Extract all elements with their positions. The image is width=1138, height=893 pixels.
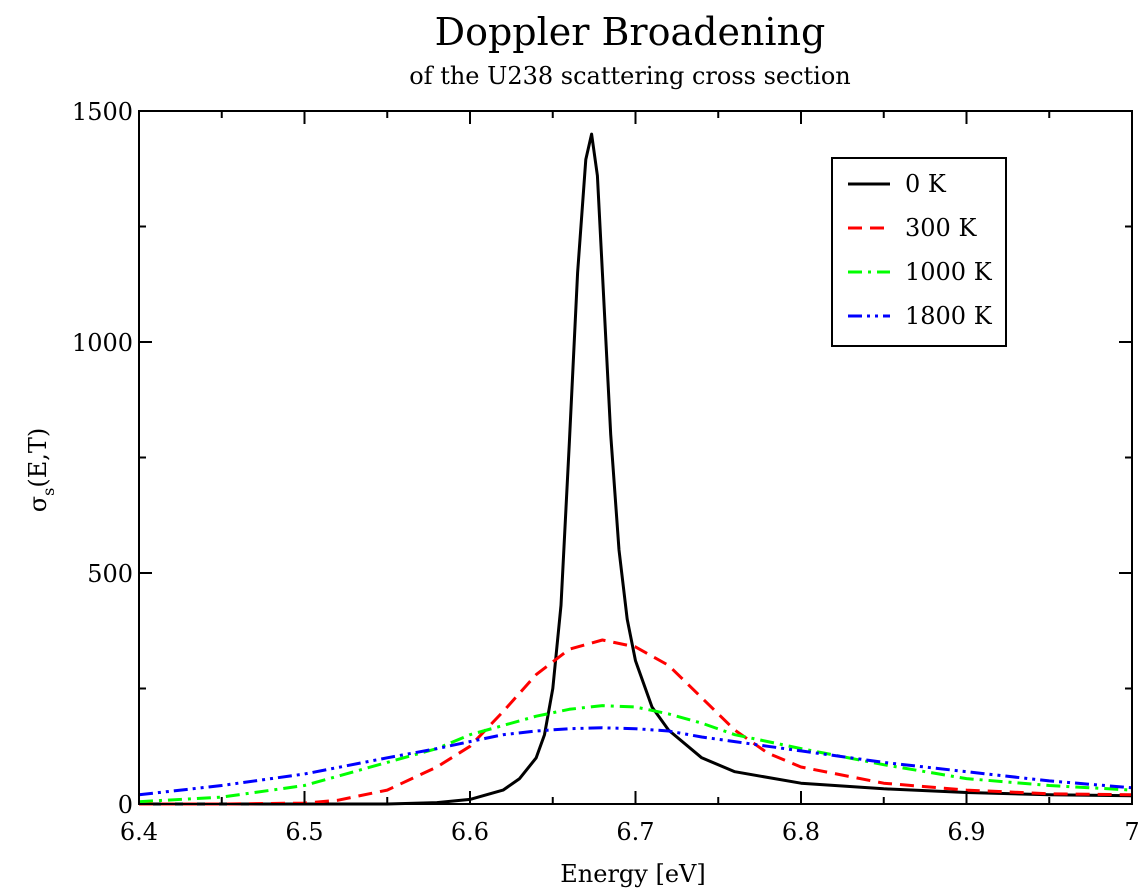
chart-title: Doppler Broadening <box>435 10 826 54</box>
y-axis-label-tail: (E,T) <box>24 428 52 488</box>
y-axis-label-sub: s <box>39 488 58 496</box>
legend-label-1: 300 K <box>905 214 977 242</box>
plot-layer <box>138 132 1133 806</box>
x-tick-label: 6.8 <box>782 818 820 846</box>
x-axis-label: Energy [eV] <box>560 860 705 888</box>
legend-label-3: 1800 K <box>905 302 993 330</box>
series-line-2 <box>138 704 1133 804</box>
y-axis-label: σs(E,T) <box>24 428 58 513</box>
x-tick-label: 6.7 <box>616 818 654 846</box>
series-line-0 <box>139 132 1133 806</box>
series-line-1 <box>139 638 1133 806</box>
x-tick-label: 6.5 <box>285 818 323 846</box>
legend: 0 K 300 K 1000 K 1800 K <box>831 157 1007 347</box>
x-tick-label: 6.4 <box>120 818 158 846</box>
x-tick-label: 6.9 <box>947 818 985 846</box>
y-axis-label-main: σ <box>24 496 52 512</box>
x-tick-label: 6.6 <box>451 818 489 846</box>
series-line-3 <box>138 726 1133 797</box>
legend-label-2: 1000 K <box>905 258 993 286</box>
y-tick-label: 1000 <box>72 329 133 357</box>
y-tick-label: 1500 <box>72 98 133 126</box>
legend-label-0: 0 K <box>905 170 947 198</box>
axis-layer: 6.4 6.5 6.6 6.7 6.8 6.9 7 0 500 1000 1500 <box>72 98 1138 846</box>
y-tick-label: 0 <box>118 791 133 819</box>
y-tick-label: 500 <box>87 560 133 588</box>
chart-subtitle: of the U238 scattering cross section <box>409 62 851 90</box>
x-tick-label: 7 <box>1124 818 1138 846</box>
